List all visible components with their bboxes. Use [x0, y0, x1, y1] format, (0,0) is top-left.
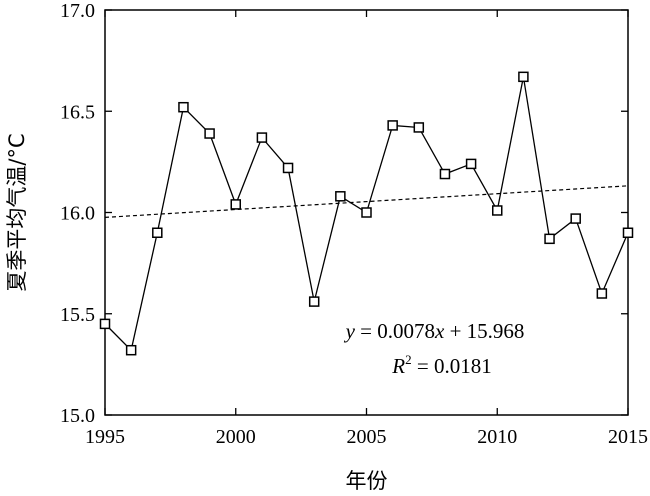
data-point-2001: [256, 132, 268, 143]
data-point-1998: [178, 101, 189, 113]
axes: 1995 2000 2005 2010 2015 15.0 15.5 16.0 16.5 17.0…: [5, 0, 648, 493]
data-point-2008: [439, 168, 451, 180]
x-tick-label: 2000: [216, 426, 256, 448]
y-tick-label: 17.0: [60, 0, 95, 22]
data-point-1996: [125, 344, 137, 356]
data-point-2011: [518, 71, 529, 83]
y-tick-label: 16.0: [60, 203, 95, 225]
data-point-2014: [596, 288, 608, 299]
r-squared: R2 = 0.0181: [391, 352, 491, 378]
data-point-2004: [335, 191, 346, 202]
x-tick-label: 1995: [85, 426, 125, 448]
data-point-2009: [465, 158, 477, 170]
data-point-2015: [622, 227, 634, 238]
x-tick-label: 2010: [477, 426, 517, 448]
data-point-2012: [544, 233, 555, 245]
data-point-2007: [413, 122, 425, 133]
trendline-layer: [104, 185, 629, 218]
x-tick-label: 2005: [347, 426, 387, 448]
data-point-2000: [230, 199, 241, 210]
y-tick-label: 15.0: [60, 405, 95, 427]
trend-equation: y = 0.0078x + 15.968: [344, 319, 525, 343]
series-layer: [99, 71, 634, 356]
data-point-1995: [99, 318, 111, 330]
x-tick-label: 2015: [608, 426, 648, 448]
data-point-2003: [308, 296, 320, 307]
y-axis-title: 夏季平均气温/°C: [5, 133, 29, 291]
data-point-2006: [387, 120, 398, 131]
data-point-1997: [152, 227, 163, 238]
data-point-2002: [282, 162, 294, 174]
annotations: y = 0.0078x + 15.968 R2 = 0.0181: [344, 319, 525, 378]
y-tick-label: 15.5: [60, 304, 95, 326]
data-point-2005: [361, 207, 372, 218]
data-point-1999: [204, 128, 215, 139]
y-tick-label: 16.5: [60, 101, 95, 123]
x-axis-title: 年份: [346, 469, 388, 493]
data-point-2013: [570, 213, 581, 224]
data-point-2010: [492, 205, 503, 216]
trendline: [104, 185, 629, 218]
